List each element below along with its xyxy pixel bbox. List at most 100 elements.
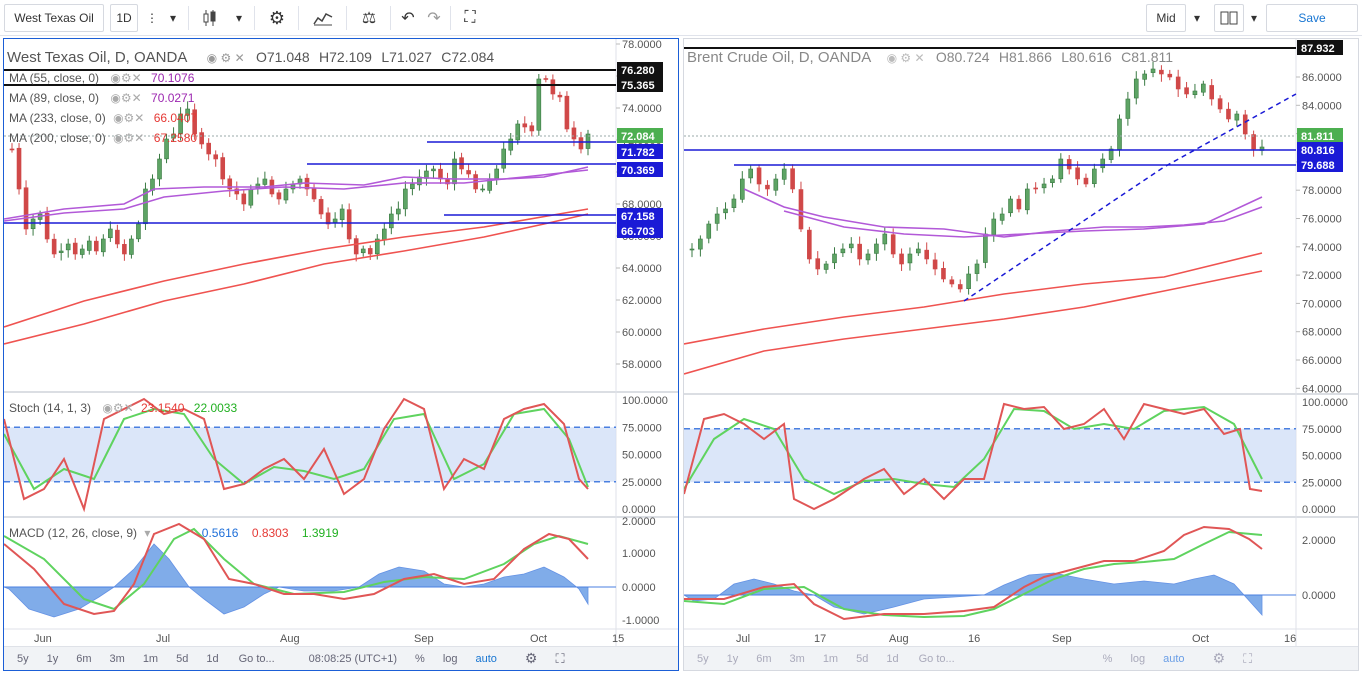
candle-body	[1184, 87, 1189, 95]
auto-toggle[interactable]: auto	[475, 652, 497, 665]
interval-button[interactable]: 1D	[110, 4, 138, 32]
range-3m[interactable]: 3m	[789, 652, 805, 665]
percent-toggle[interactable]: %	[1102, 652, 1113, 665]
chart-pane-west-texas-oil[interactable]: 78.000076.000074.000072.000070.000068.00…	[3, 38, 679, 671]
layout-mode-dropdown-icon[interactable]: ▾	[1188, 4, 1206, 32]
layout-mode-button[interactable]: Mid	[1146, 4, 1186, 32]
symbol-search-button[interactable]: West Texas Oil	[4, 4, 104, 32]
chart-style-dropdown-icon[interactable]: ▾	[230, 4, 248, 32]
bottom-fullscreen-icon[interactable]: ⛶	[1243, 650, 1253, 666]
price-tag-label: 75.365	[621, 80, 655, 92]
ma-value: 70.0271	[151, 91, 195, 105]
ma-controls-icon[interactable]: ◉⚙✕	[113, 111, 145, 125]
macd-axis-label: 0.0000	[1302, 590, 1336, 602]
candle-body	[564, 95, 570, 130]
legend-eye-icon[interactable]: ◉ ⚙ ✕	[886, 51, 925, 65]
log-toggle[interactable]: log	[442, 652, 458, 665]
candle-body	[1175, 76, 1181, 90]
range-1m[interactable]: 1m	[142, 652, 159, 665]
candle-body	[790, 168, 795, 190]
candle-body	[731, 198, 737, 208]
redo-icon[interactable]: ↷	[422, 4, 446, 32]
range-1m[interactable]: 1m	[822, 652, 839, 665]
range-1y[interactable]: 1y	[726, 652, 739, 665]
undo-icon[interactable]: ↶	[396, 4, 420, 32]
candle-body	[360, 248, 366, 254]
candle-body	[9, 148, 15, 151]
more-options-icon[interactable]: ⋮	[142, 4, 162, 32]
ma-controls-icon[interactable]: ◉⚙✕	[110, 71, 142, 85]
percent-toggle[interactable]: %	[415, 652, 425, 665]
settings-gear-icon[interactable]: ⚙	[262, 4, 292, 32]
range-5d[interactable]: 5d	[856, 652, 869, 665]
macd-axis-label: 2.0000	[622, 516, 656, 528]
price-axis-label: 78.0000	[1302, 185, 1342, 197]
layout-dropdown-icon[interactable]: ▾	[1246, 4, 1262, 32]
legend-eye-icon[interactable]: ◉ ⚙ ✕	[206, 51, 245, 65]
chart-canvas-left[interactable]: 78.000076.000074.000072.000070.000068.00…	[4, 39, 678, 646]
compare-scales-icon[interactable]: ⚖	[354, 4, 384, 32]
range-5y[interactable]: 5y	[17, 652, 29, 665]
range-1d[interactable]: 1d	[206, 652, 219, 665]
candle-body	[571, 127, 577, 140]
candle-body	[1209, 85, 1215, 100]
ma-controls-icon[interactable]: ◉⚙✕	[113, 131, 145, 145]
price-tag	[1297, 128, 1343, 143]
macd-label: MACD (12, 26, close, 9)	[9, 526, 138, 540]
range-1y[interactable]: 1y	[46, 652, 59, 665]
candle-body	[907, 253, 913, 264]
range-6m[interactable]: 6m	[756, 652, 772, 665]
ma-controls-icon[interactable]: ◉⚙✕	[110, 91, 142, 105]
price-axis-label: 72.0000	[1302, 270, 1342, 282]
range-3m[interactable]: 3m	[109, 652, 125, 665]
chart-pane-brent-crude-oil[interactable]: 86.000084.000082.000080.000078.000076.00…	[683, 38, 1359, 671]
price-axis-label: 60.0000	[622, 327, 662, 339]
auto-toggle[interactable]: auto	[1163, 652, 1185, 665]
goto-button[interactable]: Go to...	[918, 652, 955, 665]
candle-body	[807, 229, 812, 260]
range-6m[interactable]: 6m	[76, 652, 92, 665]
price-tag-label: 67.158	[621, 211, 655, 223]
candle-body	[16, 147, 22, 190]
candle-body	[991, 218, 997, 235]
candle-body	[58, 250, 64, 253]
candle-body	[206, 142, 211, 155]
log-toggle[interactable]: log	[1130, 652, 1146, 665]
layout-grid-icon[interactable]	[1214, 4, 1244, 32]
candle-body	[438, 168, 443, 180]
bottom-settings-gear-icon[interactable]: ⚙	[524, 650, 538, 666]
bottom-settings-gear-icon[interactable]: ⚙	[1212, 650, 1226, 666]
moving-average-line	[4, 213, 589, 345]
candle-body	[213, 154, 219, 160]
chart-canvas-right[interactable]: 86.000084.000082.000080.000078.000076.00…	[684, 39, 1358, 646]
candle-body	[508, 138, 514, 151]
macd-dropdown-icon[interactable]: ▾	[144, 526, 151, 540]
main-legend: West Texas Oil, D, OANDA ◉ ⚙ ✕ O71.048 H…	[7, 49, 494, 66]
interval-dropdown-icon[interactable]: ▾	[164, 4, 182, 32]
indicators-icon[interactable]	[306, 4, 340, 32]
price-tag	[617, 128, 663, 143]
candle-body	[698, 238, 703, 250]
price-axis-label: 86.0000	[1302, 72, 1342, 84]
candle-body	[227, 178, 233, 190]
range-5y[interactable]: 5y	[697, 652, 709, 665]
candle-body	[949, 279, 955, 285]
stoch-controls-icon[interactable]: ◉⚙✕	[102, 401, 134, 415]
range-1d[interactable]: 1d	[886, 652, 899, 665]
macd-line	[4, 522, 589, 616]
range-5d[interactable]: 5d	[176, 652, 189, 665]
candle-body	[832, 253, 837, 264]
bottom-fullscreen-icon[interactable]: ⛶	[555, 650, 565, 666]
candle-body	[1083, 177, 1089, 185]
fullscreen-icon[interactable]: ⛶	[456, 4, 484, 32]
candle-body	[748, 168, 753, 179]
main-legend: Brent Crude Oil, D, OANDA ◉ ⚙ ✕ O80.724 …	[687, 49, 1173, 66]
price-tag-label: 79.688	[1301, 160, 1335, 172]
goto-button[interactable]: Go to...	[238, 652, 275, 665]
candle-body	[93, 240, 99, 252]
ma-legend-2: MA (89, close, 0) ◉⚙✕ 70.0271	[9, 91, 194, 105]
candle-body	[957, 284, 963, 290]
chart-style-candles-icon[interactable]	[196, 4, 224, 32]
save-button[interactable]: Save	[1266, 4, 1358, 32]
candle-body	[480, 188, 485, 191]
